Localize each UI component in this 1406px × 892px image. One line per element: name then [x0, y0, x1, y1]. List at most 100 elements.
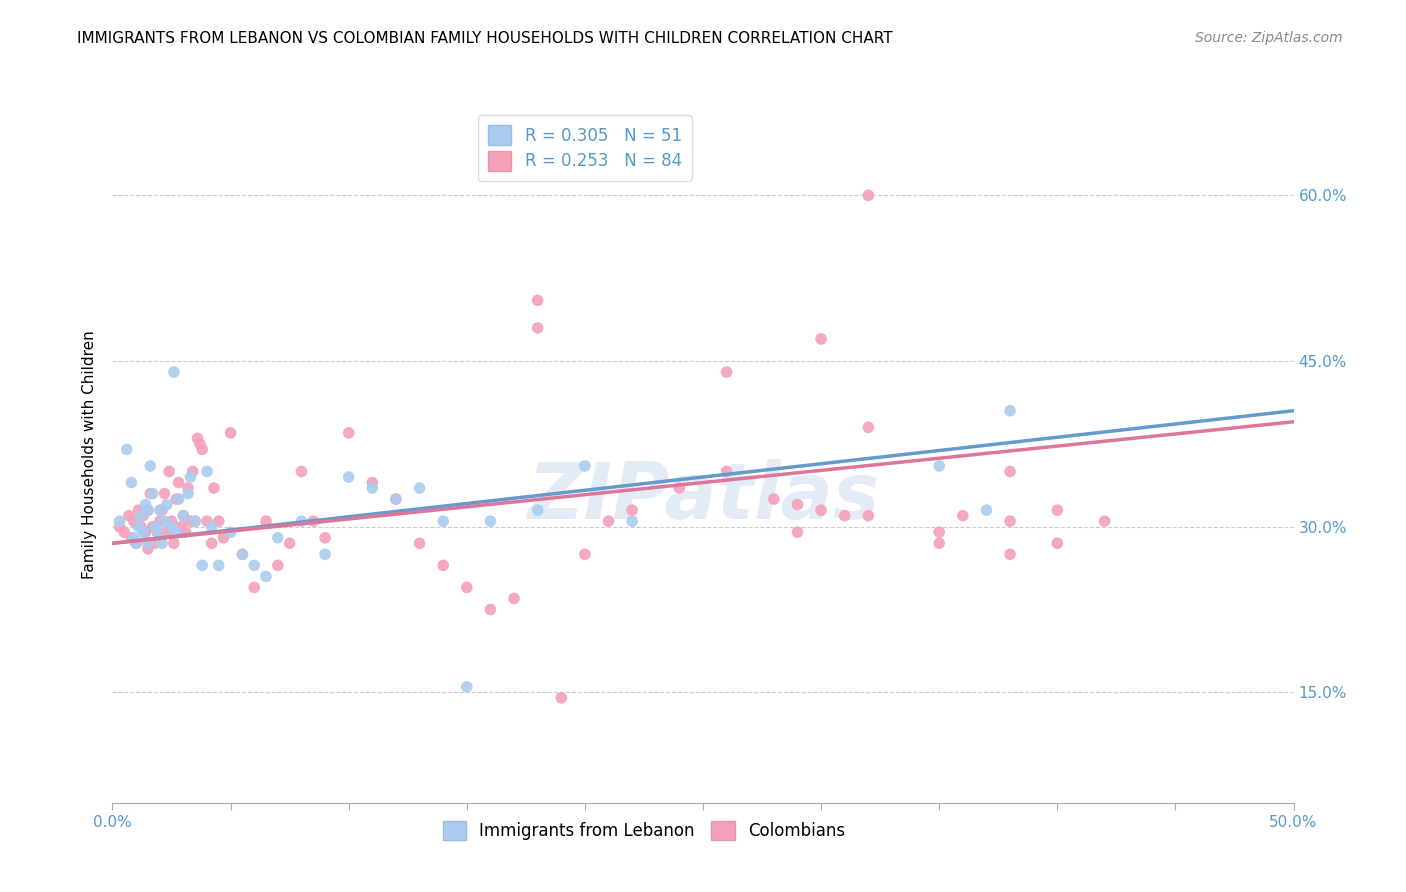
Point: [526, 321, 548, 335]
Point: [156, 498, 179, 512]
Point: [810, 332, 832, 346]
Point: [163, 536, 186, 550]
Point: [136, 503, 159, 517]
Point: [202, 481, 225, 495]
Point: [208, 514, 231, 528]
Point: [456, 581, 478, 595]
Point: [153, 486, 176, 500]
Point: [762, 492, 785, 507]
Point: [115, 442, 138, 457]
Point: [139, 486, 162, 500]
Point: [108, 514, 131, 528]
Point: [150, 503, 173, 517]
Point: [952, 508, 974, 523]
Point: [156, 525, 179, 540]
Point: [120, 475, 142, 490]
Point: [479, 514, 502, 528]
Point: [136, 536, 159, 550]
Point: [290, 514, 312, 528]
Point: [208, 558, 231, 573]
Point: [177, 481, 200, 495]
Point: [120, 531, 142, 545]
Point: [550, 690, 572, 705]
Point: [118, 508, 141, 523]
Point: [157, 465, 180, 479]
Point: [858, 420, 880, 434]
Point: [191, 442, 214, 457]
Point: [432, 558, 454, 573]
Point: [195, 465, 218, 479]
Point: [361, 475, 384, 490]
Point: [170, 519, 193, 533]
Point: [191, 558, 214, 573]
Point: [385, 492, 408, 507]
Point: [928, 525, 950, 540]
Point: [526, 293, 548, 308]
Point: [132, 508, 155, 523]
Point: [177, 486, 200, 500]
Point: [201, 519, 224, 533]
Point: [186, 431, 208, 445]
Point: [998, 547, 1021, 561]
Point: [129, 508, 152, 523]
Point: [135, 498, 157, 512]
Point: [858, 188, 880, 202]
Point: [165, 525, 187, 540]
Point: [142, 486, 165, 500]
Point: [143, 519, 166, 533]
Point: [456, 680, 478, 694]
Point: [146, 525, 169, 540]
Point: [267, 558, 290, 573]
Point: [1094, 514, 1116, 528]
Point: [219, 425, 242, 440]
Point: [1046, 536, 1069, 550]
Legend: Immigrants from Lebanon, Colombians: Immigrants from Lebanon, Colombians: [436, 814, 852, 847]
Point: [716, 465, 738, 479]
Point: [621, 514, 644, 528]
Point: [125, 536, 148, 550]
Point: [122, 531, 145, 545]
Point: [716, 365, 738, 379]
Point: [302, 514, 325, 528]
Point: [1046, 503, 1069, 517]
Point: [135, 525, 157, 540]
Point: [142, 519, 165, 533]
Point: [314, 547, 336, 561]
Point: [668, 481, 690, 495]
Point: [136, 541, 159, 556]
Point: [139, 458, 162, 473]
Text: IMMIGRANTS FROM LEBANON VS COLOMBIAN FAMILY HOUSEHOLDS WITH CHILDREN CORRELATION: IMMIGRANTS FROM LEBANON VS COLOMBIAN FAM…: [77, 31, 893, 46]
Point: [132, 525, 155, 540]
Point: [503, 591, 526, 606]
Point: [621, 503, 644, 517]
Point: [219, 525, 242, 540]
Point: [598, 514, 620, 528]
Point: [574, 458, 596, 473]
Point: [179, 470, 201, 484]
Point: [143, 536, 166, 550]
Point: [243, 581, 266, 595]
Point: [786, 498, 808, 512]
Point: [928, 458, 950, 473]
Point: [834, 508, 856, 523]
Point: [125, 536, 148, 550]
Point: [998, 403, 1021, 417]
Point: [810, 503, 832, 517]
Point: [267, 531, 290, 545]
Point: [786, 525, 808, 540]
Point: [479, 602, 502, 616]
Point: [998, 465, 1021, 479]
Point: [150, 536, 173, 550]
Point: [163, 365, 186, 379]
Point: [129, 519, 152, 533]
Point: [254, 514, 277, 528]
Point: [998, 514, 1021, 528]
Point: [385, 492, 408, 507]
Point: [160, 514, 183, 528]
Point: [574, 547, 596, 561]
Point: [928, 536, 950, 550]
Point: [231, 547, 253, 561]
Point: [122, 514, 145, 528]
Text: ZIPatlas: ZIPatlas: [527, 458, 879, 534]
Point: [314, 531, 336, 545]
